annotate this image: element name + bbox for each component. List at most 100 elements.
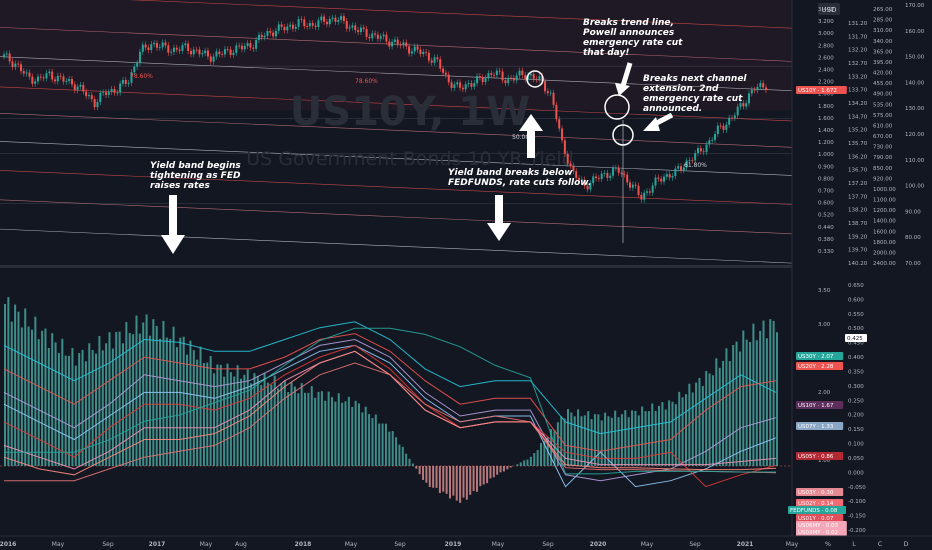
upper-tick-label: 0.700 — [818, 189, 834, 195]
hist-bar — [401, 446, 404, 466]
candle-body — [691, 160, 694, 162]
hist-bar — [270, 384, 273, 466]
axis-mode-button[interactable]: C — [878, 540, 883, 548]
channel-line — [0, 113, 793, 148]
yield-line-us30y — [3, 321, 777, 435]
series-badge — [796, 528, 847, 536]
hist-bar — [593, 414, 596, 466]
hist-bar — [175, 347, 178, 466]
upper-tick-label: 80.00 — [905, 235, 921, 241]
upper-tick-label: 670.00 — [873, 134, 893, 140]
candle-body — [396, 39, 399, 45]
lower-tick-label: 0.050 — [848, 456, 864, 462]
upper-tick-label: 1000.00 — [873, 187, 896, 193]
upper-tick-label: 285.00 — [873, 18, 893, 24]
lower-tick-label: 0.550 — [848, 312, 864, 318]
candle-body — [85, 91, 88, 97]
hist-bar — [14, 304, 17, 466]
candle-body — [668, 174, 671, 178]
upper-tick-label: 132.20 — [848, 48, 868, 54]
hist-bar — [47, 347, 50, 466]
upper-tick-label: 137.70 — [848, 194, 868, 200]
candle-body — [558, 119, 561, 129]
yield-lines — [3, 321, 777, 488]
hist-bar — [159, 338, 162, 466]
candle-body — [365, 28, 368, 37]
upper-tick-label: 3.000 — [818, 31, 834, 37]
hist-bar — [310, 386, 313, 466]
candlestick-series — [3, 13, 767, 203]
hist-bar — [465, 466, 468, 500]
candle-body — [422, 51, 425, 55]
upper-tick-label: 132.70 — [848, 61, 868, 67]
candle-body — [153, 42, 156, 45]
annotation-band-tightening-2: tightening as FED — [150, 171, 241, 181]
candle-body — [172, 47, 175, 52]
time-axis-area[interactable] — [0, 536, 932, 550]
hist-bar — [378, 423, 381, 466]
candle-body — [25, 72, 28, 74]
series-badge-label: US01Y · 0.07 — [798, 516, 834, 522]
lower-pane[interactable] — [0, 268, 792, 536]
hist-bar — [486, 466, 489, 484]
series-badge — [788, 506, 846, 514]
upper-tick-label: 0.520 — [818, 213, 834, 219]
hist-bar — [698, 377, 701, 466]
arrow-down-trend-break — [615, 62, 633, 96]
upper-tick-label: 2.400 — [818, 68, 834, 74]
upper-tick-label: 130.00 — [905, 106, 925, 112]
series-badge-label: US10Y · 1.67 — [798, 403, 834, 409]
hist-bar — [128, 332, 131, 466]
series-badge — [796, 488, 844, 496]
currency-badge[interactable] — [818, 3, 840, 15]
candle-body — [325, 21, 328, 25]
hist-bar — [293, 386, 296, 466]
hist-bar — [324, 400, 327, 466]
candle-body — [337, 19, 340, 22]
candle-body — [240, 45, 243, 50]
hist-bar — [600, 420, 603, 466]
candle-body — [680, 166, 683, 171]
candle-body — [340, 16, 343, 20]
candle-body — [498, 70, 501, 72]
upper-pane[interactable]: US10Y, 1W US Government Bonds 10 YR Yiel… — [0, 0, 793, 268]
upper-tick-label: 2.800 — [818, 43, 834, 49]
candle-body — [532, 74, 535, 79]
candle-body — [359, 27, 362, 33]
pane-divider[interactable] — [0, 265, 932, 268]
candle-body — [345, 21, 348, 29]
candle-body — [198, 49, 201, 55]
candle-body — [303, 19, 306, 27]
hist-bar — [570, 412, 573, 466]
candle-body — [116, 92, 119, 94]
candle-body — [161, 42, 164, 48]
candle-body — [697, 148, 700, 154]
candle-body — [209, 56, 212, 62]
candle-body — [410, 51, 413, 54]
hist-bar — [428, 466, 431, 487]
channel-line — [0, 86, 793, 122]
candle-body — [595, 176, 598, 179]
axis-mode-buttons[interactable]: % L C D — [825, 540, 909, 548]
hist-bar — [533, 453, 536, 466]
candle-body — [495, 70, 498, 76]
candle-body — [742, 103, 745, 107]
candle-body — [306, 26, 309, 27]
hist-bar — [24, 308, 27, 466]
candle-body — [31, 76, 34, 84]
axis-mode-button[interactable]: L — [852, 540, 856, 548]
hist-bar — [711, 375, 714, 466]
candle-body — [546, 91, 549, 94]
hist-bar — [331, 397, 334, 466]
candle-body — [266, 30, 269, 36]
axis-mode-button[interactable]: D — [903, 540, 908, 548]
candle-body — [263, 35, 266, 38]
lower-tick-label: -0.100 — [848, 499, 866, 505]
candle-body — [512, 77, 515, 81]
axis-mode-button[interactable]: % — [825, 540, 831, 548]
candle-body — [371, 33, 374, 39]
hist-bar — [105, 343, 108, 466]
upper-tick-label: 138.70 — [848, 221, 868, 227]
series-badge — [796, 401, 844, 409]
candle-body — [416, 46, 419, 50]
